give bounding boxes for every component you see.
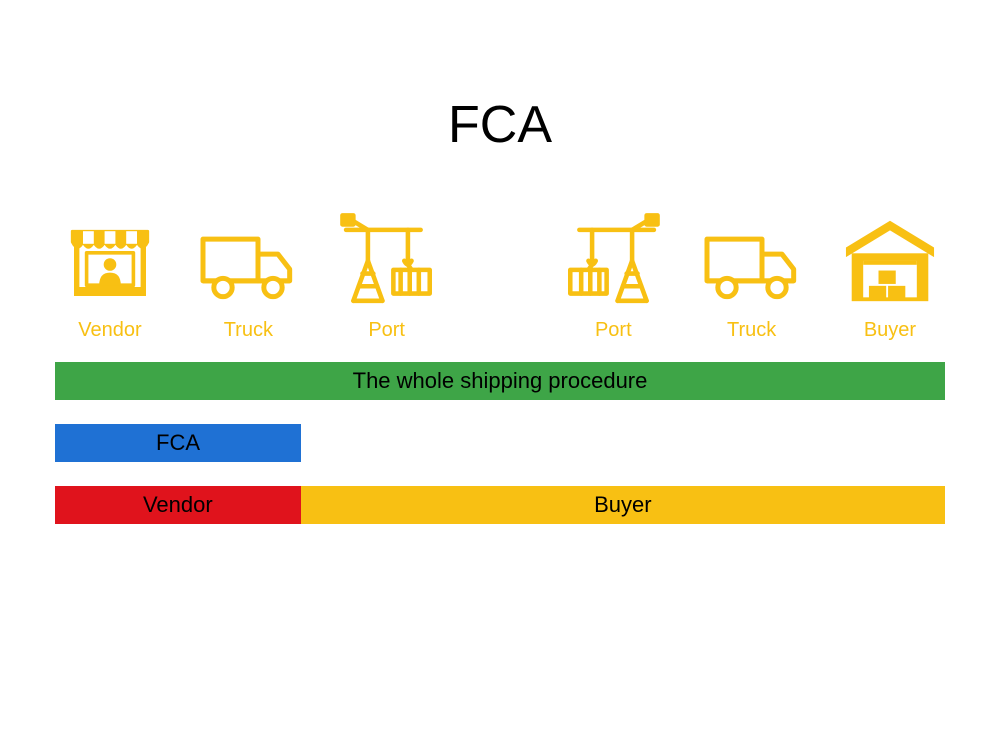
stage-label: Truck [224, 319, 273, 342]
vendor-icon [65, 215, 155, 305]
stage-vendor: Vendor [55, 215, 165, 342]
truck-icon [198, 215, 298, 305]
stage-buyer: Buyer [835, 215, 945, 342]
warehouse-icon [842, 215, 938, 305]
stage-gap [470, 215, 530, 342]
bar-segment-vendor: Vendor [55, 486, 301, 524]
bar-label: FCA [156, 430, 200, 456]
stage-truck-2: Truck [697, 215, 807, 342]
port-icon [563, 215, 663, 305]
bar-label: Vendor [143, 492, 213, 518]
stage-label: Port [368, 319, 405, 342]
stage-port-2: Port [558, 215, 668, 342]
stage-label: Truck [727, 319, 776, 342]
bar-label: The whole shipping procedure [353, 368, 648, 394]
bar-label: Buyer [594, 492, 651, 518]
stage-label: Vendor [78, 319, 141, 342]
bar-fca: FCA [55, 424, 301, 462]
bar-whole-procedure: The whole shipping procedure [55, 362, 945, 400]
stage-row: Vendor Truck [55, 215, 945, 342]
bar-responsibility-split: Vendor Buyer [55, 486, 945, 524]
page-title: FCA [0, 0, 1000, 155]
stage-truck-1: Truck [193, 215, 303, 342]
bar-segment-buyer: Buyer [301, 486, 945, 524]
stage-label: Buyer [864, 319, 916, 342]
truck-icon [702, 215, 802, 305]
stage-label: Port [595, 319, 632, 342]
port-icon [337, 215, 437, 305]
stage-port-1: Port [332, 215, 442, 342]
